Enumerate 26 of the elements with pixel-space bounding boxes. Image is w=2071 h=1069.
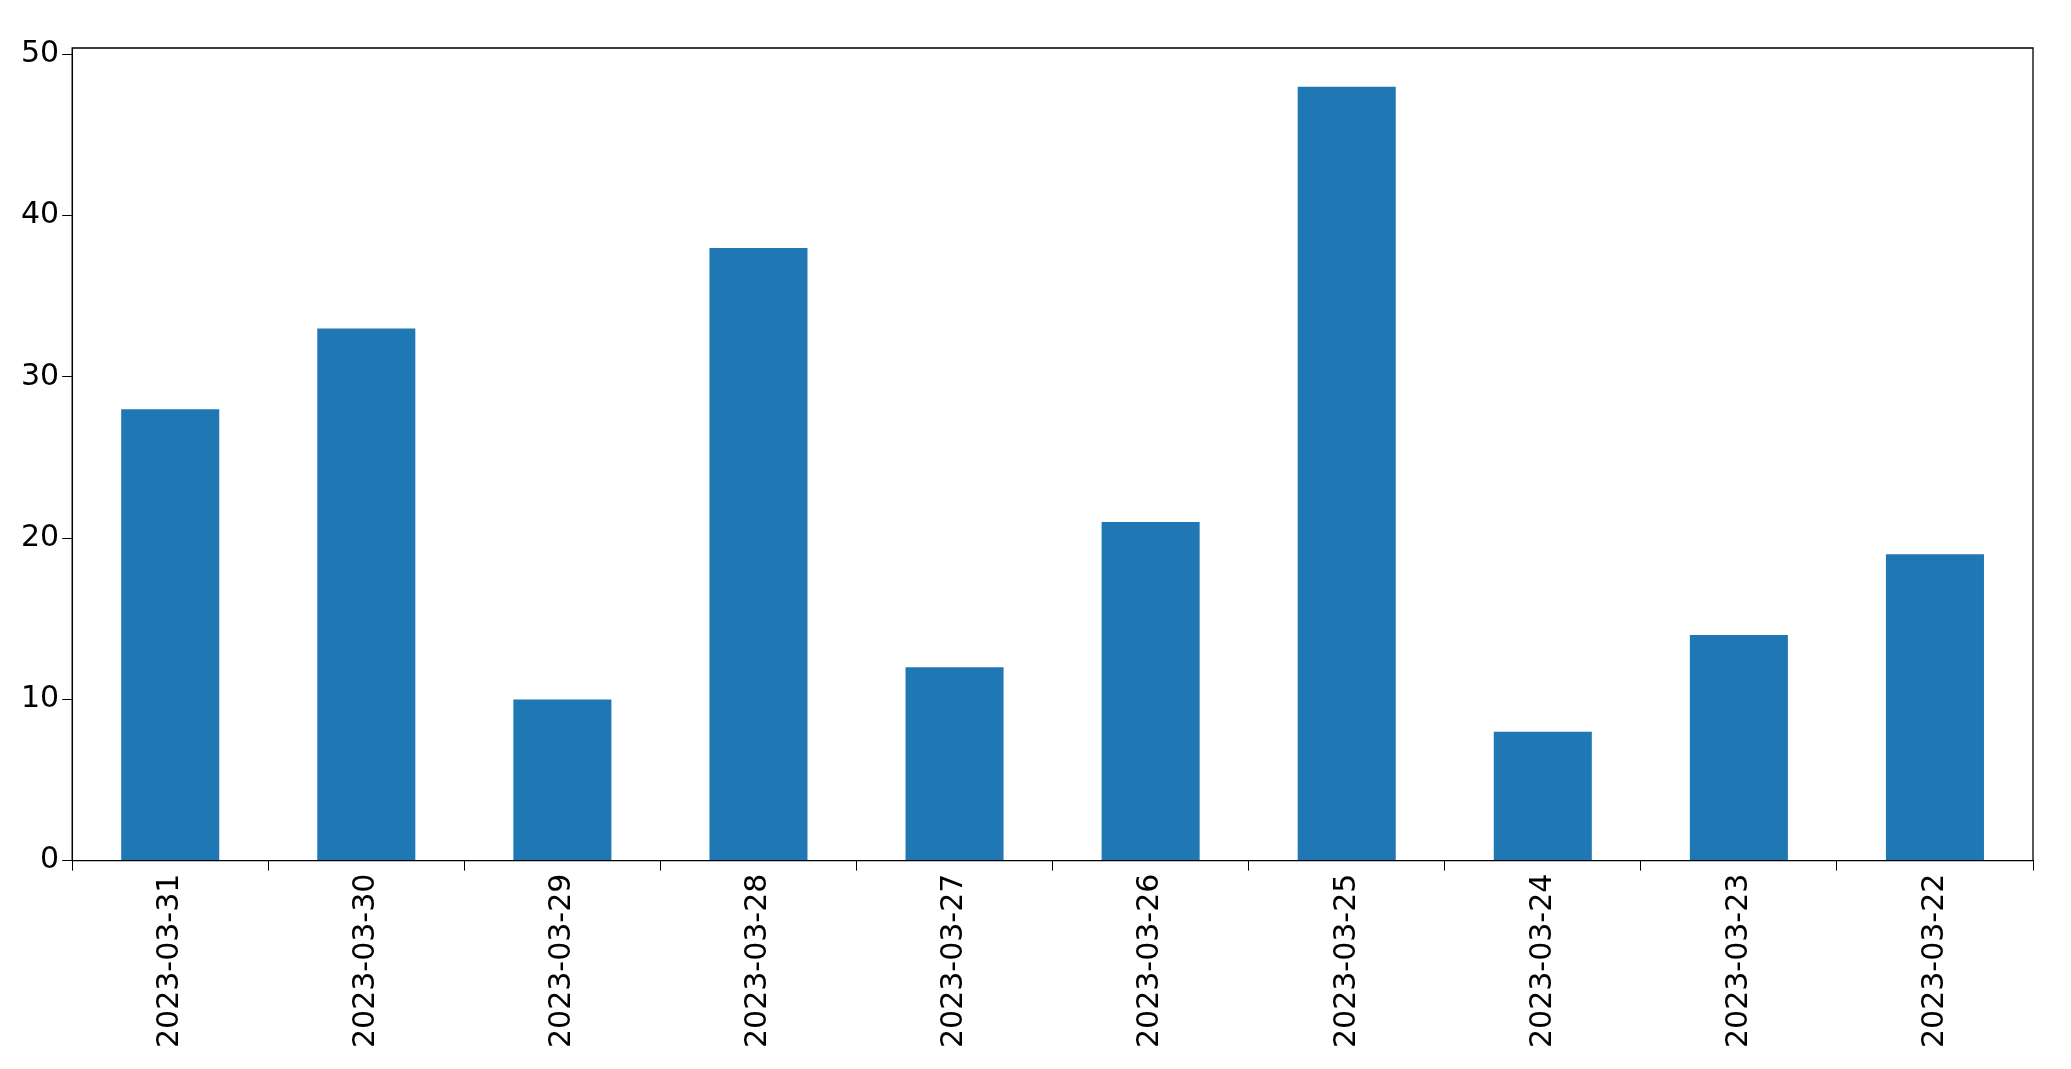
bar <box>513 699 612 861</box>
x-tick-label: 2023-03-29 <box>542 873 578 1049</box>
y-tick-label: 0 <box>40 840 60 876</box>
x-tick-label: 2023-03-25 <box>1326 873 1362 1049</box>
x-tick-label: 2023-03-28 <box>738 873 774 1049</box>
bar <box>1689 634 1788 861</box>
x-tick-label: 2023-03-23 <box>1718 873 1754 1049</box>
y-tick-label: 20 <box>20 517 60 553</box>
x-tick-label: 2023-03-24 <box>1522 873 1558 1049</box>
bar <box>1493 731 1592 861</box>
bar <box>709 247 808 861</box>
y-tick-label: 10 <box>20 679 60 715</box>
x-tick-label: 2023-03-31 <box>150 873 186 1049</box>
x-tick-label: 2023-03-22 <box>1914 873 1950 1049</box>
bar <box>121 409 220 861</box>
bar <box>1885 554 1984 861</box>
bar <box>1101 522 1200 861</box>
x-tick-label: 2023-03-30 <box>346 873 382 1049</box>
bar <box>905 667 1004 861</box>
x-tick-label: 2023-03-26 <box>1130 873 1166 1049</box>
bar <box>317 328 416 861</box>
y-tick-label: 40 <box>20 195 60 231</box>
bar <box>1297 86 1396 861</box>
y-tick-label: 30 <box>20 356 60 392</box>
y-tick-label: 50 <box>20 34 60 70</box>
x-tick-label: 2023-03-27 <box>934 873 970 1049</box>
